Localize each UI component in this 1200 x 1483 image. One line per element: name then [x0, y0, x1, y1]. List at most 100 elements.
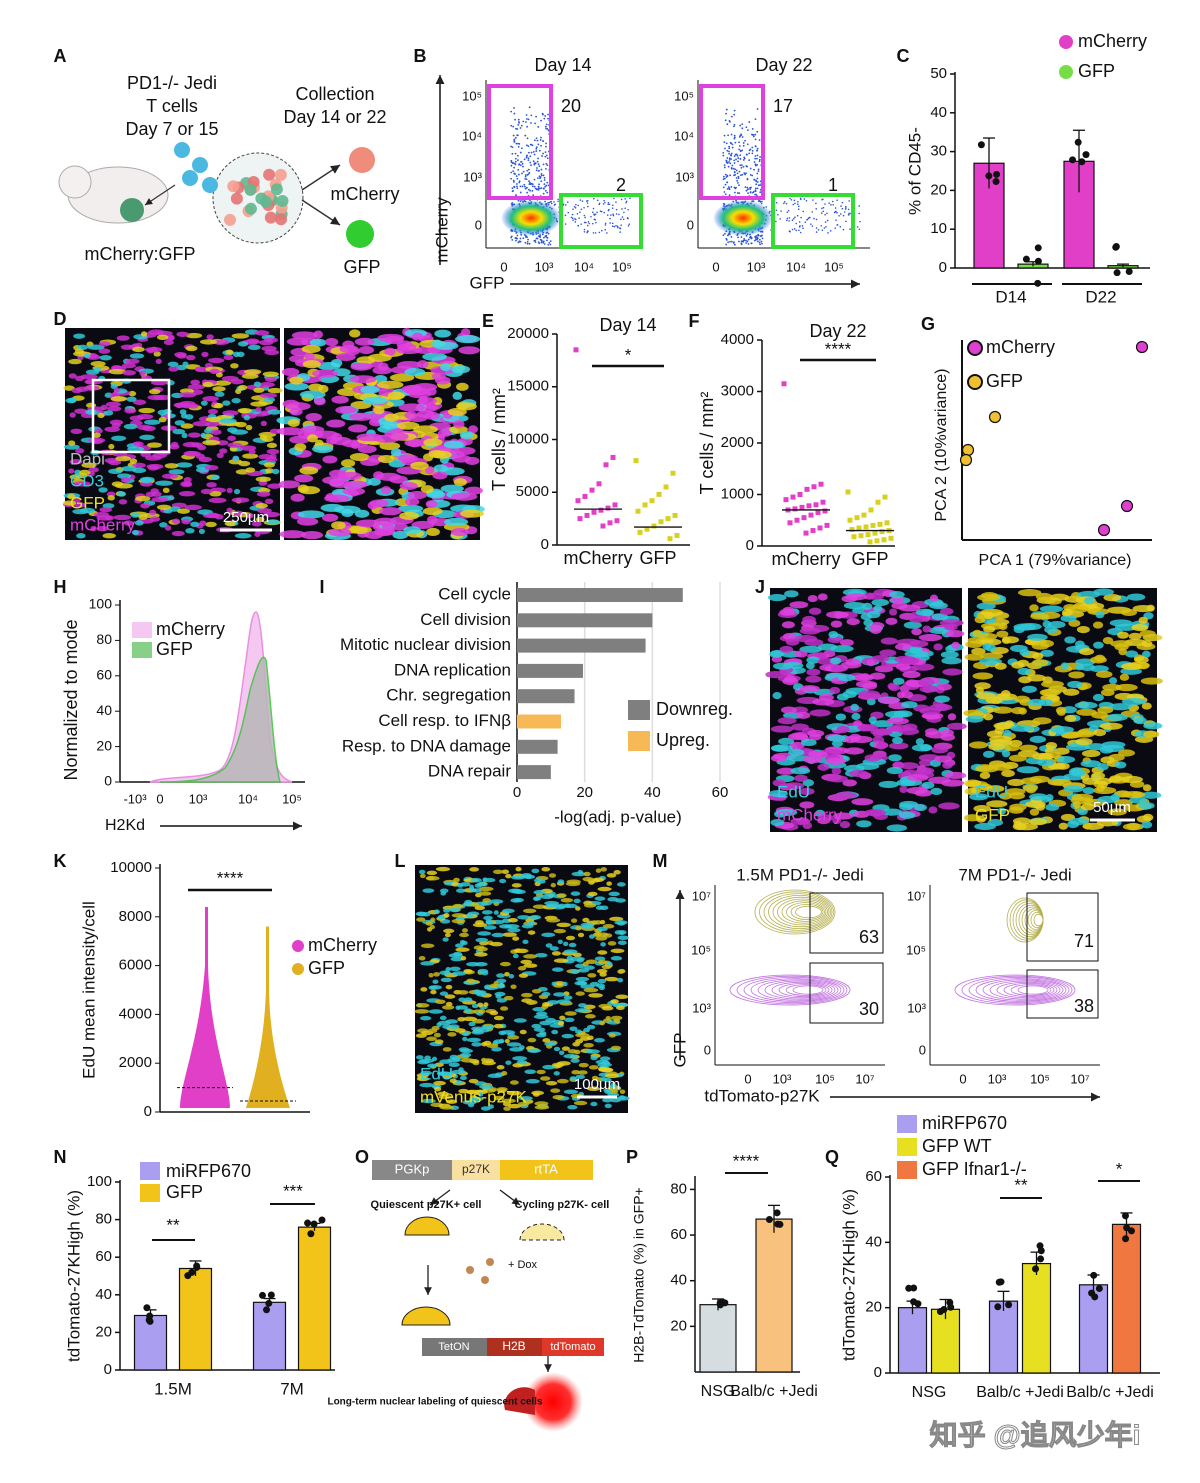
- label: Day 14 or 22: [283, 107, 386, 127]
- cell: [1075, 738, 1093, 746]
- event: [734, 141, 737, 144]
- cell: [421, 1098, 436, 1104]
- label: 10⁷: [692, 888, 711, 903]
- cell: [80, 374, 98, 380]
- event: [513, 166, 515, 169]
- cell: [1105, 713, 1128, 722]
- label: Day 14: [534, 55, 591, 75]
- label: T cells / mm²: [489, 388, 509, 491]
- event: [834, 227, 837, 229]
- event: [518, 163, 520, 166]
- cell: [139, 370, 146, 377]
- event: [536, 139, 539, 142]
- event: [535, 150, 538, 152]
- cell: [201, 351, 209, 358]
- cell: [1094, 777, 1113, 785]
- cell: [140, 476, 155, 483]
- cell: [148, 388, 161, 395]
- cell: [311, 369, 338, 378]
- cell: [202, 396, 219, 402]
- event: [741, 149, 744, 152]
- event: [750, 186, 752, 189]
- event: [748, 121, 751, 123]
- cell: [210, 429, 222, 435]
- cell: [420, 987, 428, 992]
- cell: [608, 1033, 616, 1038]
- cell: [135, 495, 151, 502]
- point: [868, 507, 874, 513]
- event: [832, 203, 834, 206]
- cell: [456, 382, 469, 391]
- label: 60: [96, 667, 112, 683]
- label: Long-term nuclear labeling of quiescent …: [327, 1397, 542, 1408]
- cell: [577, 1070, 588, 1075]
- tumor: [120, 198, 144, 222]
- cell: [356, 433, 383, 442]
- cell: [420, 485, 434, 494]
- cell: [985, 644, 997, 652]
- event: [757, 184, 760, 187]
- event: [528, 106, 531, 109]
- cell: [399, 511, 420, 520]
- cell: [835, 713, 847, 721]
- replicate: [1078, 158, 1086, 166]
- legend-dot: [1059, 35, 1073, 49]
- event: [524, 187, 527, 190]
- cell: [245, 467, 256, 473]
- cell: [889, 608, 898, 616]
- cell: [517, 1101, 530, 1107]
- event: [587, 221, 590, 223]
- event: [533, 162, 536, 165]
- event: [728, 157, 731, 160]
- cell: [1141, 640, 1153, 648]
- event: [753, 239, 756, 242]
- cell: [1071, 767, 1084, 775]
- cell: [964, 779, 982, 787]
- event: [737, 177, 740, 180]
- event: [539, 139, 542, 141]
- cell: [426, 387, 437, 396]
- label: CD3: [70, 471, 104, 490]
- cell: [125, 358, 140, 365]
- bar: [1111, 1223, 1142, 1374]
- event: [806, 218, 809, 221]
- cell: [485, 920, 494, 925]
- cell: [281, 367, 300, 377]
- label: *: [1116, 1159, 1123, 1178]
- event: [751, 152, 754, 155]
- event: [815, 227, 818, 229]
- cell: [495, 994, 502, 999]
- replicate: [1123, 1224, 1131, 1232]
- cell: [1022, 784, 1038, 792]
- cell: [595, 868, 602, 873]
- cell: [617, 977, 624, 983]
- point: [658, 519, 664, 525]
- cell: [610, 1015, 623, 1021]
- cell: [587, 1086, 601, 1092]
- event: [542, 192, 545, 195]
- cell: [929, 594, 939, 602]
- cell: [782, 677, 799, 686]
- label: Collection: [295, 84, 374, 104]
- cell: [455, 947, 470, 952]
- cell: [199, 520, 207, 526]
- event: [519, 191, 522, 194]
- event: [575, 203, 577, 206]
- event: [621, 208, 623, 210]
- event: [603, 211, 606, 214]
- event: [731, 143, 734, 146]
- cell: [812, 698, 835, 706]
- event: [791, 219, 794, 222]
- cell: [1103, 594, 1122, 602]
- event: [728, 187, 731, 190]
- label: mCherry: [563, 548, 632, 568]
- label: GFP: [156, 639, 193, 659]
- cell: [608, 891, 620, 897]
- label: 80: [95, 1211, 112, 1228]
- event: [759, 200, 762, 203]
- cell: [392, 530, 409, 540]
- replicate: [307, 1230, 315, 1238]
- cell: [942, 761, 953, 769]
- event: [848, 212, 850, 215]
- event: [842, 214, 845, 217]
